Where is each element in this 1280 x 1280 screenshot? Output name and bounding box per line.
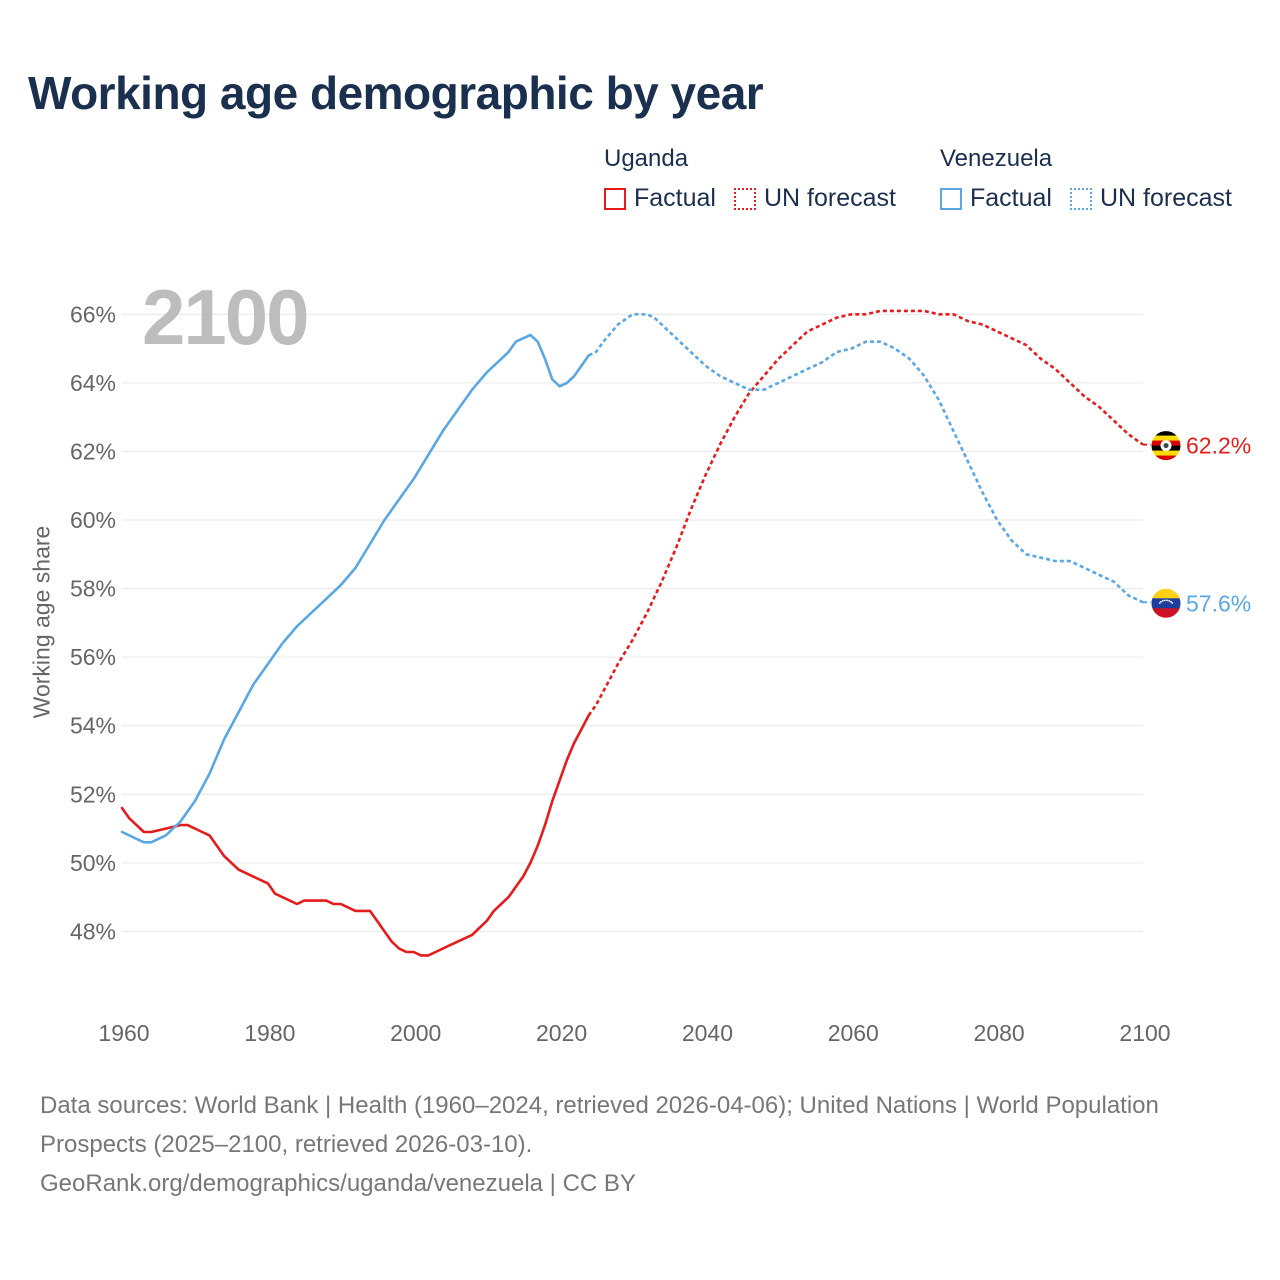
- legend-uganda-forecast[interactable]: UN forecast: [733, 184, 896, 213]
- legend-uganda: Uganda Factual UN forecast: [604, 142, 896, 213]
- legend-venezuela-forecast[interactable]: UN forecast: [1069, 184, 1232, 213]
- legend-label: Factual: [970, 184, 1052, 212]
- legend-uganda-factual[interactable]: Factual: [604, 184, 716, 213]
- footer-link[interactable]: GeoRank.org/demographics/uganda/venezuel…: [40, 1170, 636, 1197]
- y-tick-label: 64%: [70, 370, 116, 396]
- series-line-uganda-forecast[interactable]: [587, 309, 1144, 717]
- legend-swatch-solid: [604, 187, 626, 210]
- x-tick-label: 1980: [244, 1020, 295, 1046]
- legend-label: UN forecast: [763, 184, 896, 212]
- x-tick-label: 2000: [390, 1020, 441, 1046]
- line-chart: 48% 50% 52% 54% 56% 58% 60% 62% 64% 66% 1960 1980 2…: [70, 301, 1251, 1046]
- year-display: 2100: [142, 273, 310, 361]
- legend-venezuela: Venezuela Factual UN forecast: [940, 142, 1232, 213]
- legend-country-venezuela: Venezuela: [940, 145, 1053, 172]
- venezuela-flag-icon: [1151, 588, 1181, 619]
- y-tick-label: 60%: [70, 507, 116, 533]
- x-tick-label: 2100: [1119, 1020, 1170, 1046]
- end-marker-venezuela: 57.6%: [1143, 587, 1251, 619]
- x-tick-label: 1960: [98, 1020, 149, 1046]
- x-tick-label: 2040: [682, 1020, 733, 1046]
- end-markers: 62.2% 57.6%: [1143, 430, 1251, 619]
- series-line-venezuela-factual[interactable]: [120, 333, 590, 844]
- series-layer: [120, 309, 1144, 957]
- uganda-flag-icon: [1151, 430, 1181, 461]
- end-value-label-venezuela: 57.6%: [1186, 590, 1251, 616]
- y-tick-label: 62%: [70, 438, 116, 464]
- y-tick-label: 58%: [70, 576, 116, 602]
- y-tick-labels: 48% 50% 52% 54% 56% 58% 60% 62% 64% 66%: [70, 301, 116, 944]
- grid-layer: [122, 313, 1143, 932]
- x-tick-labels: 1960 1980 2000 2020 2040 2060 2080 2100: [98, 1020, 1170, 1046]
- x-tick-label: 2020: [536, 1020, 587, 1046]
- end-marker-uganda: 62.2%: [1143, 430, 1251, 462]
- legend-swatch-solid: [940, 187, 962, 210]
- data-sources: Data sources: World Bank | Health (1960–…: [40, 1092, 1159, 1158]
- y-tick-label: 54%: [70, 713, 116, 739]
- x-tick-label: 2080: [974, 1020, 1025, 1046]
- legend-label: Factual: [634, 184, 716, 212]
- end-value-label-uganda: 62.2%: [1186, 433, 1251, 459]
- legend-swatch-dotted: [733, 187, 756, 210]
- x-tick-label: 2060: [828, 1020, 879, 1046]
- y-tick-label: 66%: [70, 301, 116, 327]
- legend-country-uganda: Uganda: [604, 145, 689, 172]
- y-tick-label: 52%: [70, 781, 116, 807]
- legend-venezuela-factual[interactable]: Factual: [940, 184, 1052, 213]
- y-tick-label: 56%: [70, 644, 116, 670]
- legend-swatch-dotted: [1069, 187, 1092, 210]
- legend-label: UN forecast: [1099, 184, 1232, 212]
- footer: Data sources: World Bank | Health (1960–…: [40, 1086, 1240, 1203]
- series-line-venezuela-forecast[interactable]: [588, 313, 1144, 604]
- y-tick-label: 50%: [70, 850, 116, 876]
- series-line-uganda-factual[interactable]: [120, 714, 590, 957]
- chart-title: Working age demographic by year: [28, 67, 764, 119]
- y-tick-label: 48%: [70, 918, 116, 944]
